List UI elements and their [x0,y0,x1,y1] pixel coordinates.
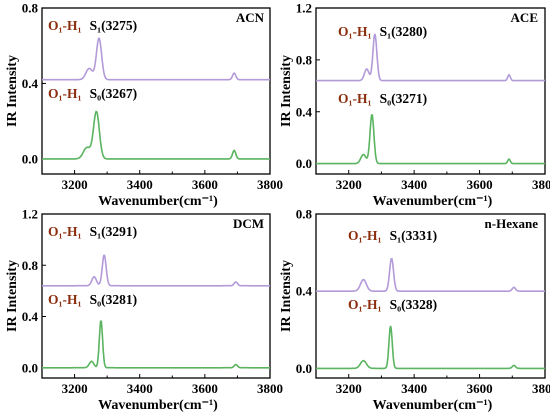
x-tick-label: 3600 [192,177,218,192]
peak-annotation-s1: O₁-H₁ S₁(3280) [338,24,427,39]
x-tick-label: 3600 [467,177,493,192]
panel-dcm: 3200 3400 3600 3800 0.0 0.4 0.8 1.2 Wavenumber(c… [5,207,283,413]
x-tick-label: 3600 [467,381,493,396]
y-tick-label: 1.2 [22,207,38,222]
x-tick-label: 3600 [192,381,218,396]
y-tick-label: 0.0 [296,156,312,171]
y-tick-label: 1.2 [296,1,312,16]
x-axis-label: Wavenumber(cm⁻¹) [98,194,218,209]
x-tick-label: 3800 [532,381,550,396]
y-tick-label: 0.0 [22,360,38,375]
solvent-label: ACE [511,10,538,25]
y-axis-label: IR Intensity [279,55,294,127]
y-tick-label: 0.4 [22,76,39,91]
plot-frame [41,7,271,175]
panel-acn: 3200 3400 3600 3800 0.0 0.4 0.8 Wavenumber(cm⁻¹… [5,1,283,210]
y-tick-label: 0.0 [296,361,312,376]
panel-n-hexane: 3200 3400 3600 3800 0.0 0.4 0.8 Wavenumber(cm⁻¹… [279,207,550,413]
plot-frame [315,213,546,379]
panel-ace: 3200 3400 3600 3800 0.0 0.4 0.8 1.2 Wavenumber(c… [279,1,550,210]
y-tick-label: 0.0 [22,151,38,166]
x-tick-label: 3800 [257,177,283,192]
spectrum-line-s1 [42,254,270,287]
y-tick-label: 0.4 [296,284,313,299]
y-axis-label: IR Intensity [5,260,20,332]
x-tick-label: 3200 [336,381,362,396]
x-axis-label: Wavenumber(cm⁻¹) [373,398,493,413]
x-tick-label: 3200 [336,177,362,192]
x-tick-label: 3800 [257,381,283,396]
peak-annotation-s0: O₁-H₁ S₀(3271) [338,91,427,106]
y-tick-label: 0.8 [22,1,39,16]
y-tick-label: 0.4 [22,309,39,324]
peak-annotation-s0: O₁-H₁ S₀(3328) [348,297,437,312]
peak-annotation-s1: O₁-H₁ S₁(3331) [348,228,437,243]
spectrum-line-s0 [316,325,545,370]
spectrum-line-s0 [42,110,270,160]
plot-frame [315,7,546,175]
y-tick-label: 0.8 [22,258,39,273]
peak-annotation-s1: O₁-H₁ S₁(3275) [48,18,137,33]
x-tick-label: 3400 [401,381,427,396]
x-tick-label: 3800 [532,177,550,192]
y-axis-label: IR Intensity [5,55,20,127]
y-axis-label: IR Intensity [279,260,294,332]
x-tick-label: 3200 [62,177,88,192]
plot-frame [41,213,271,379]
spectrum-line-s1 [316,258,545,292]
x-tick-label: 3400 [127,381,153,396]
peak-annotation-s1: O₁-H₁ S₁(3291) [48,224,137,239]
x-axis-label: Wavenumber(cm⁻¹) [98,398,218,413]
x-axis-label: Wavenumber(cm⁻¹) [373,194,493,209]
y-tick-label: 0.8 [296,52,313,67]
x-tick-label: 3200 [62,381,88,396]
y-tick-label: 0.8 [296,207,313,222]
spectrum-line-s1 [42,37,270,81]
solvent-label: ACN [236,10,265,25]
spectrum-line-s1 [316,33,545,82]
peak-annotation-s0: O₁-H₁ S₀(3281) [48,292,137,307]
y-tick-label: 0.4 [296,104,313,119]
x-tick-label: 3400 [127,177,153,192]
solvent-label: DCM [233,216,264,231]
spectrum-line-s0 [316,114,545,165]
spectrum-line-s0 [42,320,270,369]
solvent-label: n-Hexane [485,216,539,231]
peak-annotation-s0: O₁-H₁ S₀(3267) [48,86,137,101]
x-tick-label: 3400 [401,177,427,192]
